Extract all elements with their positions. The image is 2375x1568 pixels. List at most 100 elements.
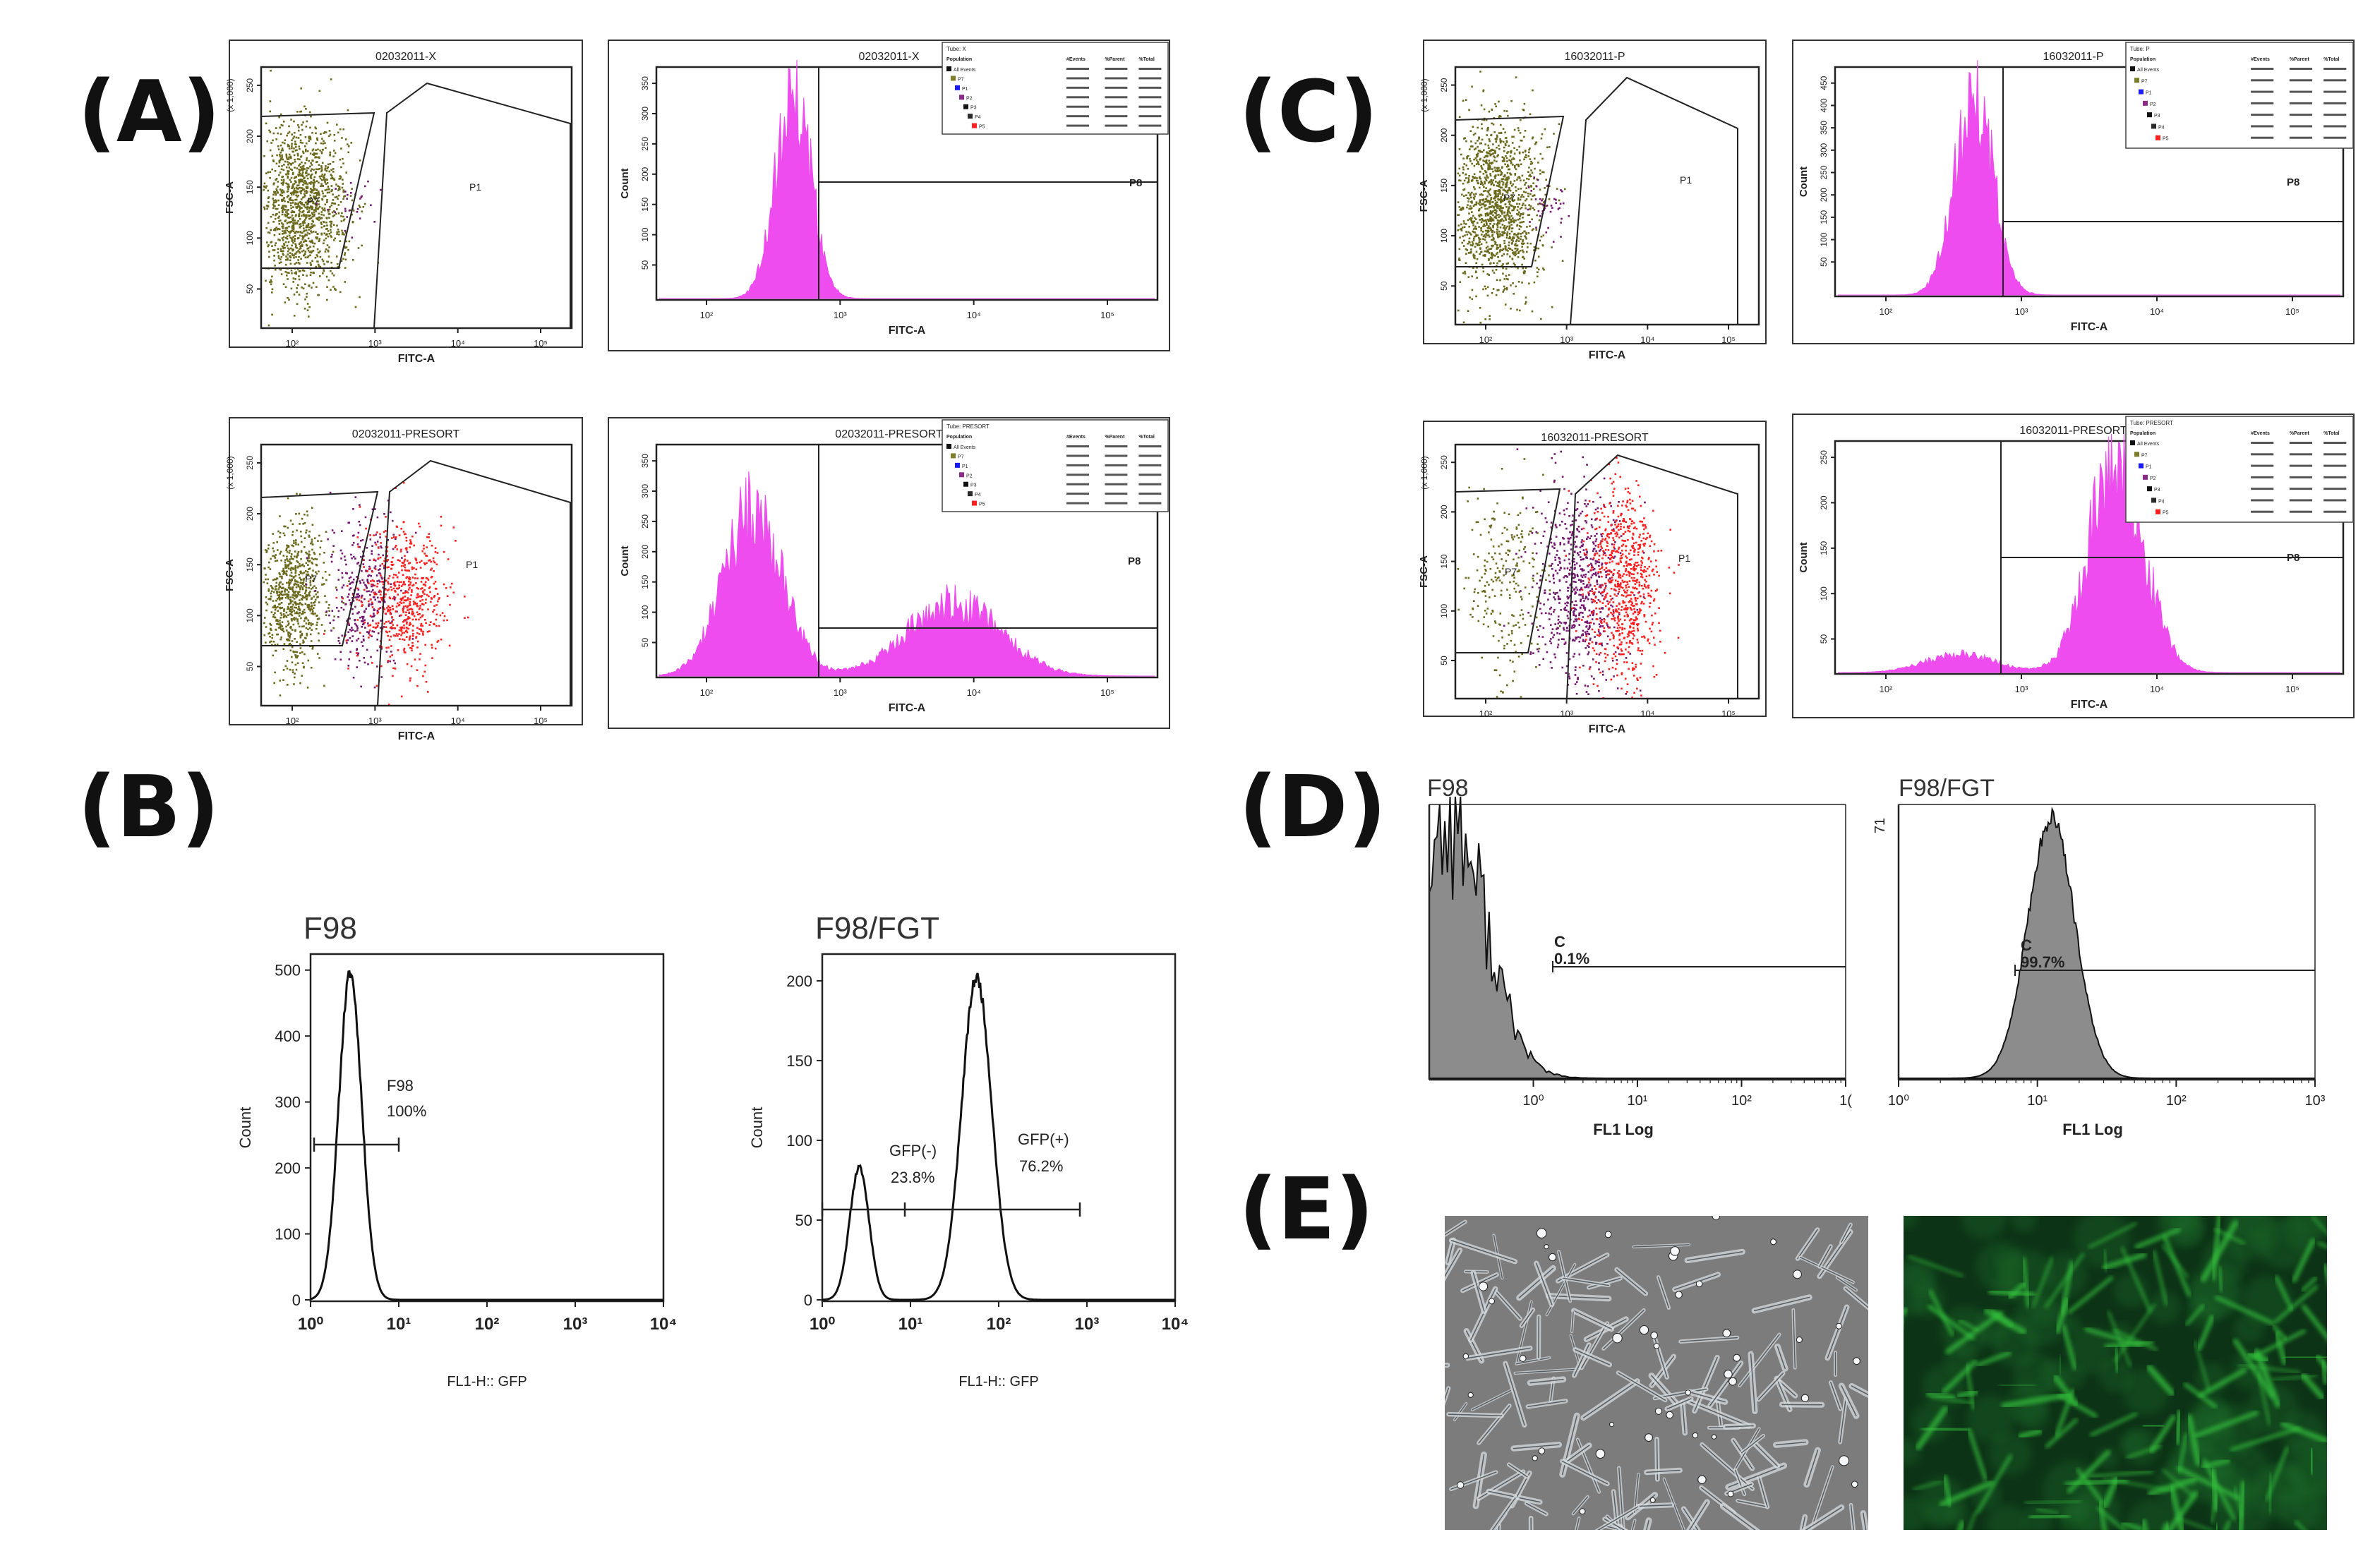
scatter-point (1478, 136, 1480, 139)
scatter-point (392, 533, 395, 536)
scatter-point (333, 214, 336, 217)
scatter-point (307, 174, 310, 176)
scatter-point (438, 598, 440, 601)
scatter-point (295, 272, 297, 275)
scatter-point (378, 569, 380, 571)
x-tick-label: 10² (987, 1315, 1011, 1334)
scatter-point (303, 235, 306, 237)
plot-area (655, 443, 1159, 679)
scatter-point (306, 275, 308, 277)
scatter-point (438, 625, 440, 627)
scatter-point (285, 258, 287, 261)
scatter-point (301, 517, 303, 520)
scatter-point (390, 561, 393, 563)
scatter-point (320, 222, 322, 224)
scatter-point (1512, 661, 1514, 663)
scatter-point (304, 201, 307, 204)
scatter-point (397, 587, 399, 590)
scatter-point (323, 562, 325, 564)
scatter-point (304, 603, 307, 605)
scatter-point (294, 240, 296, 242)
scatter-point (1516, 244, 1519, 247)
x-tick-label: 10² (700, 310, 714, 320)
scatter-point (1498, 186, 1501, 188)
scatter-point (308, 240, 311, 243)
scatter-point (330, 177, 332, 180)
scatter-point (296, 581, 299, 583)
scatter-point (1486, 286, 1489, 289)
scatter-point (337, 579, 339, 581)
scatter-point (299, 652, 301, 654)
scatter-point (271, 313, 273, 316)
scatter-point (1488, 206, 1491, 209)
scatter-point (398, 581, 401, 584)
scatter-point (1486, 212, 1489, 215)
scatter-point (309, 183, 312, 185)
scatter-point (379, 607, 382, 609)
plot-area (1834, 66, 2345, 298)
scatter-point (318, 164, 320, 166)
scatter-point (329, 206, 331, 208)
scatter-point (348, 593, 350, 596)
scatter-point (1513, 574, 1515, 577)
scatter-point (287, 605, 289, 608)
scatter-point (313, 209, 315, 212)
scatter-point (294, 167, 296, 169)
scatter-point (304, 283, 306, 286)
scatter-point (1535, 666, 1537, 668)
scatter-point (294, 219, 296, 222)
scatter-point (1530, 198, 1533, 200)
scatter-point (1525, 150, 1527, 152)
scatter-point (282, 648, 285, 651)
scatter-point (333, 615, 335, 617)
scatter-point (427, 691, 429, 693)
scatter-point (1489, 315, 1491, 317)
scatter-point (1513, 147, 1515, 150)
scatter-point (439, 614, 442, 617)
scatter-point (285, 547, 288, 550)
scatter-point (359, 198, 361, 200)
scatter-point (308, 135, 310, 138)
scatter-point (272, 132, 275, 135)
scatter-point (1482, 254, 1484, 257)
x-axis-label: FITC-A (398, 730, 435, 742)
scatter-point (1499, 243, 1501, 246)
scatter-point (1534, 143, 1537, 145)
scatter-point (430, 576, 433, 579)
scatter-point (275, 268, 277, 271)
scatter-point (309, 267, 312, 270)
stat-table-header: %Total (2323, 57, 2339, 62)
scatter-point (298, 214, 300, 216)
scatter-point (275, 629, 277, 631)
scatter-point (343, 234, 345, 236)
scatter-point (279, 144, 282, 147)
scatter-point (294, 278, 296, 280)
scatter-point (1501, 558, 1503, 560)
scatter-point (1469, 160, 1472, 162)
scatter-point (363, 581, 365, 584)
stat-table-header: #Events (1066, 435, 1086, 440)
scatter-point (1508, 226, 1511, 229)
scatter-point (349, 651, 351, 653)
scatter-point (1463, 222, 1465, 224)
scatter-point (288, 125, 290, 128)
scatter-point (433, 623, 435, 626)
scatter-point (1493, 192, 1496, 194)
scatter-point (277, 605, 279, 608)
scatter-point (1522, 272, 1525, 275)
scatter-point (392, 624, 394, 626)
scatter-point (357, 596, 360, 598)
scatter-point (379, 645, 381, 647)
scatter-point (1547, 227, 1549, 229)
scatter-point (437, 639, 440, 642)
stat-table-header: Population (946, 435, 972, 440)
scatter-point (382, 586, 384, 589)
panel-label-b: (B) (78, 759, 220, 857)
scatter-point (1505, 236, 1508, 239)
scatter-point (291, 646, 294, 649)
gate-p1 (376, 459, 571, 706)
scatter-point (305, 584, 308, 586)
x-axis-label: FITC-A (889, 702, 926, 714)
scatter-point (305, 637, 307, 639)
scatter-point (287, 253, 289, 255)
